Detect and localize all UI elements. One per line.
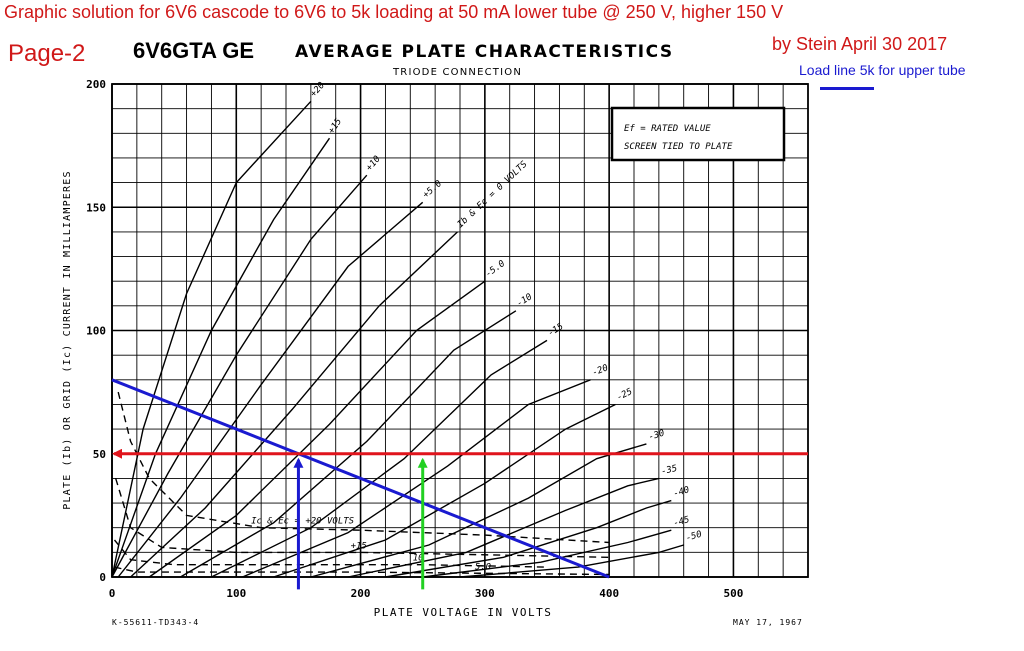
- x-tick-label: 200: [351, 587, 371, 600]
- series-label: Ib & Ec = 0 VOLTS: [456, 159, 530, 230]
- series-curve: [148, 280, 486, 578]
- x-tick-label: 100: [226, 587, 246, 600]
- y-tick-label: 200: [86, 78, 106, 91]
- note-line-2: SCREEN TIED TO PLATE: [624, 142, 733, 152]
- series-curve: [115, 478, 610, 558]
- series-label: +10: [365, 154, 383, 173]
- series-label: -30: [647, 429, 665, 443]
- note-box: Ef = RATED VALUE SCREEN TIED TO PLATE: [610, 106, 786, 162]
- y-tick-label: 50: [93, 448, 106, 461]
- loadline-legend-swatch: [820, 87, 874, 90]
- series-label: -15: [546, 322, 565, 339]
- series-label: -5.0: [484, 259, 507, 280]
- series-label: -35: [660, 464, 678, 477]
- series-curve: [111, 137, 331, 578]
- series-label: -45: [672, 515, 690, 529]
- series-curve: [111, 174, 368, 578]
- series-label: -10: [515, 292, 534, 309]
- series-label: Ic & Ec = +20 VOLTS: [251, 517, 355, 527]
- footer-date: MAY 17, 1967: [733, 618, 803, 627]
- series-label: +5.0: [421, 179, 444, 201]
- series-curve: [117, 201, 424, 578]
- series-curve: [113, 539, 548, 568]
- loadline-legend-label: Load line 5k for upper tube: [799, 62, 966, 78]
- x-tick-label: 500: [723, 587, 743, 600]
- series-label: 10: [413, 554, 424, 564]
- series-curve: [111, 100, 312, 578]
- series-label: 5.0: [475, 562, 491, 572]
- series-curve: [180, 310, 517, 578]
- page-label: Page-2: [8, 40, 86, 67]
- y-tick-label: 0: [99, 571, 106, 584]
- series-curve: [130, 231, 458, 578]
- x-tick-label: 400: [599, 587, 619, 600]
- chart-subtitle: TRIODE CONNECTION: [393, 67, 522, 78]
- series-label: -50: [685, 530, 703, 544]
- series-curve: [273, 403, 616, 578]
- x-tick-label: 0: [109, 587, 116, 600]
- note-line-1: Ef = RATED VALUE: [624, 124, 711, 134]
- series-label: +15: [351, 541, 367, 551]
- series-curve: [117, 391, 610, 544]
- series-label: -40: [672, 485, 690, 499]
- series-curve: [242, 379, 591, 578]
- x-tick-label: 300: [475, 587, 495, 600]
- y-axis-label: PLATE (Ib) OR GRID (Ic) CURRENT IN MILLI…: [62, 170, 73, 509]
- y-tick-label: 150: [86, 201, 106, 214]
- load-line: [111, 378, 610, 579]
- series-curve: [459, 544, 684, 578]
- byline: by Stein April 30 2017: [772, 34, 948, 54]
- series-curve: [347, 477, 660, 578]
- tube-label: 6V6GTA GE: [133, 38, 255, 63]
- series-label: -25: [615, 387, 634, 403]
- footer-code: K-55611-TD343-4: [112, 618, 200, 627]
- chart-title: AVERAGE PLATE CHARACTERISTICS: [295, 42, 674, 62]
- x-axis-label: PLATE VOLTAGE IN VOLTS: [374, 606, 553, 619]
- series-curve: [211, 339, 548, 578]
- series-label: -20: [591, 363, 610, 378]
- series-curve: [422, 529, 672, 578]
- series-curve: [385, 499, 672, 578]
- headline: Graphic solution for 6V6 cascode to 6V6 …: [4, 2, 784, 22]
- y-tick-label: 100: [86, 325, 106, 338]
